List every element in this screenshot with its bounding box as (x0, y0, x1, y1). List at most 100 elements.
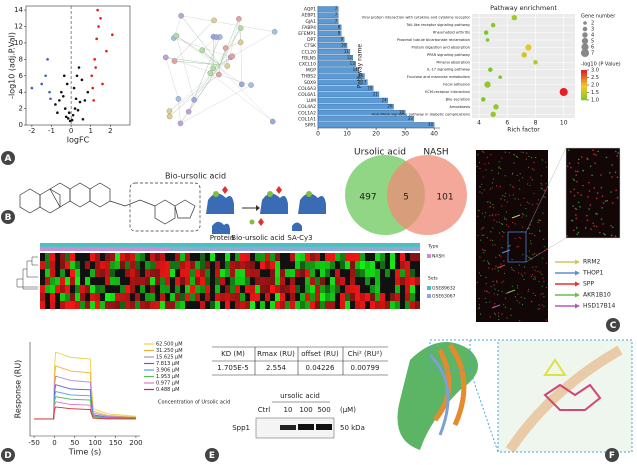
spot (528, 256, 530, 258)
spot (593, 225, 595, 227)
heatmap-cell (130, 261, 135, 269)
spot (574, 207, 577, 210)
heatmap-cell (325, 253, 330, 261)
spot (522, 152, 524, 154)
heatmap-cell (45, 261, 50, 269)
heatmap-cell (315, 253, 320, 261)
heatmap-cell (340, 253, 345, 261)
heatmap-cell (280, 285, 285, 293)
heatmap-cell (220, 253, 225, 261)
heatmap-cell (225, 285, 230, 293)
spot (498, 167, 500, 169)
spot (519, 188, 521, 190)
heatmap-cell (180, 269, 185, 277)
spot (511, 259, 513, 261)
spot (534, 276, 536, 278)
spot (590, 228, 592, 230)
heatmap-cell (275, 293, 280, 301)
spot (568, 162, 571, 164)
heatmap-legend: Sets (428, 276, 438, 282)
heatmap-legend: GSE89632 (432, 286, 456, 292)
point (67, 111, 71, 114)
spot (520, 296, 522, 298)
y-tick-label: 4 (19, 88, 24, 96)
chart-title: Pathway enrichment (490, 4, 557, 12)
spot (506, 224, 508, 226)
heatmap-cell (355, 301, 360, 309)
legend-label: 2.0 (591, 83, 599, 89)
heatmap-cell (145, 301, 150, 309)
heatmap-cell (345, 285, 350, 293)
network-edge (202, 50, 273, 122)
spot (578, 158, 580, 161)
point (58, 99, 61, 102)
spot (503, 272, 505, 275)
heatmap-cell (300, 253, 305, 261)
heatmap-cell (150, 277, 155, 285)
spot (526, 183, 529, 185)
legend-size (581, 37, 589, 45)
spot (493, 293, 495, 295)
gene-arrow (506, 289, 516, 294)
heatmap-cell (380, 269, 385, 277)
heatmap-cell (335, 261, 340, 269)
network-node (162, 54, 169, 61)
spot (510, 308, 512, 310)
legend-label: RRM2 (583, 259, 601, 266)
heatmap-cell (315, 269, 320, 277)
spot (490, 285, 492, 288)
heatmap-cell (160, 285, 165, 293)
spot (577, 170, 579, 173)
heatmap-cell (105, 301, 110, 309)
spot (500, 263, 502, 265)
heatmap-cell (165, 269, 170, 277)
heatmap-cell (100, 301, 105, 309)
heatmap-cell (200, 285, 205, 293)
heatmap-cell (105, 285, 110, 293)
spot (504, 199, 506, 201)
spot (521, 216, 523, 218)
heatmap-cell (155, 269, 160, 277)
spot (501, 247, 504, 249)
heatmap-cell (75, 269, 80, 277)
network-edge (169, 74, 219, 117)
heatmap-cell (240, 277, 245, 285)
table-header: Rmax (RU) (257, 350, 295, 358)
bar-value-label: 33 (408, 116, 414, 121)
spot (541, 159, 544, 161)
heatmap-cell (120, 277, 125, 285)
heatmap-cell (330, 285, 335, 293)
network-edge (165, 57, 179, 99)
heatmap-cell (75, 301, 80, 309)
network-node (177, 120, 184, 127)
heatmap-cell (285, 269, 290, 277)
network-node (213, 34, 220, 40)
spot (616, 176, 619, 178)
spot (525, 215, 528, 217)
heatmap-cell (50, 269, 55, 277)
heatmap-cell (300, 301, 305, 309)
spot (602, 232, 605, 235)
heatmap-cell (175, 301, 180, 309)
y-tick-label: FBLN5 (302, 55, 317, 61)
heatmap-cell (215, 301, 220, 309)
heatmap-cell (340, 293, 345, 301)
bar (317, 110, 406, 116)
bar-value-label: 17 (361, 79, 367, 84)
heatmap-cell (325, 261, 330, 269)
spot (595, 197, 598, 200)
legend-label: 7 (591, 51, 594, 57)
heatmap-cell (60, 277, 65, 285)
heatmap-cell (360, 285, 365, 293)
heatmap-cell (75, 253, 80, 261)
table-cell: 0.00799 (351, 364, 380, 372)
heatmap-cell (200, 301, 205, 309)
panel-label: E (209, 451, 215, 461)
spot (493, 284, 495, 286)
heatmap-cell (285, 253, 290, 261)
heatmap-cell (175, 285, 180, 293)
heatmap-cell (275, 253, 280, 261)
spot (538, 219, 540, 221)
heatmap-cell (180, 261, 185, 269)
bar (317, 30, 342, 37)
